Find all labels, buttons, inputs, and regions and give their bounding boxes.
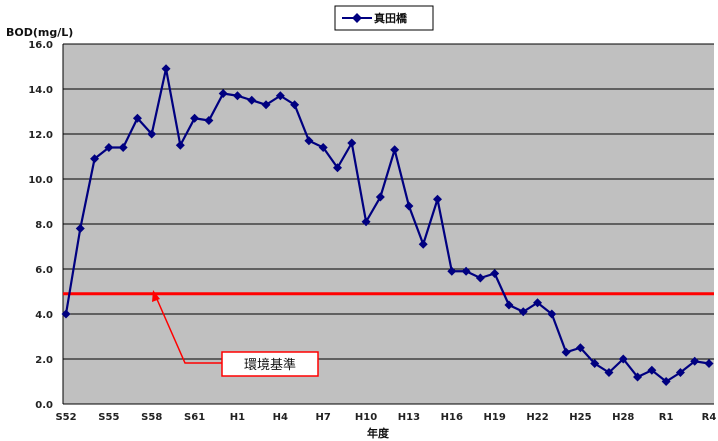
- data-point: [461, 266, 471, 276]
- data-point: [132, 113, 142, 123]
- x-tick-labels: S52 S55 S58 S61 H1 H4 H7 H10 H13 H16 H19 H22 H25 H28 R…: [55, 412, 716, 423]
- x-tick-label: S58: [141, 412, 162, 423]
- x-tick-label: H1: [230, 412, 245, 423]
- y-tick-label: 10.0: [28, 175, 53, 186]
- data-point: [433, 194, 443, 204]
- reference-annotation: 環境基準: [152, 290, 319, 377]
- data-point: [690, 356, 700, 366]
- data-point: [204, 116, 214, 125]
- series-line-sanadabashi: [64, 68, 710, 383]
- data-point: [90, 154, 100, 164]
- annotation-box: [221, 351, 319, 377]
- data-point: [704, 359, 714, 368]
- x-tick-label: H7: [316, 412, 331, 423]
- data-point: [361, 217, 371, 227]
- data-point: [618, 354, 628, 364]
- gridlines: [63, 43, 714, 360]
- data-point: [518, 307, 528, 317]
- x-tick-label: H10: [355, 412, 377, 423]
- x-tick-label: R1: [659, 412, 674, 423]
- data-point: [390, 145, 400, 155]
- data-point: [575, 343, 585, 353]
- x-tick-label: H19: [484, 412, 506, 423]
- x-tick-label: S61: [184, 412, 205, 423]
- data-point: [218, 89, 228, 98]
- data-point: [61, 309, 71, 319]
- y-tick-labels: 0.0 2.0 4.0 6.0 8.0 10.0 12.0 14.0 16.0: [28, 40, 53, 411]
- data-point: [75, 224, 85, 233]
- y-tick-label: 16.0: [28, 40, 53, 51]
- annotation-label: 環境基準: [244, 357, 296, 373]
- y-tick-label: 4.0: [35, 310, 53, 321]
- x-tick-label: H22: [526, 412, 548, 423]
- data-point: [504, 300, 514, 310]
- data-point: [247, 95, 257, 105]
- data-point: [190, 113, 200, 123]
- annotation-arrowhead: [152, 290, 160, 302]
- x-tick-label: H4: [273, 412, 288, 423]
- data-point: [661, 377, 671, 386]
- data-point: [104, 143, 114, 152]
- legend-label: 真田橋: [374, 11, 408, 25]
- data-point: [304, 136, 314, 146]
- y-tick-label: 6.0: [35, 265, 53, 276]
- x-tick-label: R4: [702, 412, 717, 423]
- x-tick-label: H28: [612, 412, 634, 423]
- data-point: [375, 192, 385, 202]
- y-tick-label: 2.0: [35, 355, 53, 366]
- data-point: [318, 143, 328, 152]
- legend: 真田橋: [334, 5, 434, 31]
- y-tick-label: 8.0: [35, 220, 53, 231]
- data-point: [647, 365, 657, 375]
- data-point: [332, 163, 342, 173]
- y-tick-label: 14.0: [28, 85, 53, 96]
- x-tick-label: S52: [55, 412, 76, 423]
- y-tick-label: 0.0: [35, 400, 53, 411]
- data-point: [561, 347, 571, 357]
- data-point: [490, 269, 500, 278]
- y-axis-title: BOD(mg/L): [6, 26, 73, 39]
- data-point: [147, 129, 157, 139]
- data-point: [404, 201, 414, 211]
- y-tick-label: 12.0: [28, 130, 53, 141]
- data-point: [547, 309, 557, 319]
- data-point: [161, 64, 171, 74]
- x-tick-label: H25: [569, 412, 591, 423]
- x-tick-label: S55: [98, 412, 119, 423]
- data-point: [347, 138, 357, 148]
- data-point: [447, 266, 457, 276]
- data-point: [675, 368, 685, 377]
- data-point: [533, 298, 543, 308]
- series-points: [61, 64, 714, 386]
- data-point: [590, 359, 600, 368]
- annotation-leader: [155, 296, 222, 364]
- data-point: [475, 273, 485, 283]
- x-tick-label: H13: [398, 412, 420, 423]
- x-axis-title: 年度: [367, 426, 390, 440]
- data-point: [232, 91, 242, 101]
- x-tick-label: H16: [441, 412, 463, 423]
- data-point: [290, 100, 300, 110]
- data-point: [604, 368, 614, 377]
- data-point: [175, 140, 185, 150]
- data-point: [633, 372, 643, 382]
- data-point: [418, 239, 428, 249]
- data-point: [118, 143, 128, 152]
- data-point: [261, 100, 271, 110]
- data-point: [275, 91, 285, 101]
